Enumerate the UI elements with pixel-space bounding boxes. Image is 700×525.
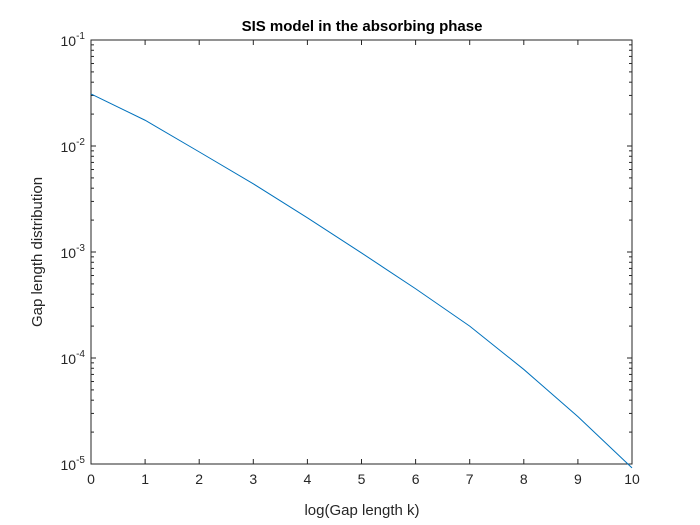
- x-tick-label: 0: [87, 471, 95, 487]
- x-tick-label: 3: [249, 471, 257, 487]
- x-tick-label: 4: [304, 471, 312, 487]
- x-tick-label: 5: [358, 471, 366, 487]
- y-tick-label: 10-5: [61, 455, 86, 473]
- y-tick-label: 10-4: [61, 349, 86, 367]
- series-line: [90, 93, 633, 469]
- x-tick-label: 6: [412, 471, 420, 487]
- plot-area: [90, 39, 633, 465]
- x-tick-label: 2: [195, 471, 203, 487]
- chart-title: SIS model in the absorbing phase: [242, 18, 483, 35]
- y-tick-label: 10-3: [61, 243, 86, 261]
- series-layer: [90, 93, 633, 469]
- x-tick-label: 9: [574, 471, 582, 487]
- ticks-layer: 0 1 2 3 4 5 6 7 8 9 10 10-5 10-4 10-3 10-2 10-1: [61, 31, 640, 487]
- y-tick-label: 10-1: [61, 31, 86, 49]
- x-tick-label: 7: [466, 471, 474, 487]
- y-axis-label: Gap length distribution: [29, 177, 46, 327]
- x-tick-label: 1: [141, 471, 149, 487]
- y-tick-label: 10-2: [61, 137, 86, 155]
- x-axis-label: log(Gap length k): [304, 502, 419, 519]
- x-tick-label: 8: [520, 471, 528, 487]
- x-tick-label: 10: [624, 471, 640, 487]
